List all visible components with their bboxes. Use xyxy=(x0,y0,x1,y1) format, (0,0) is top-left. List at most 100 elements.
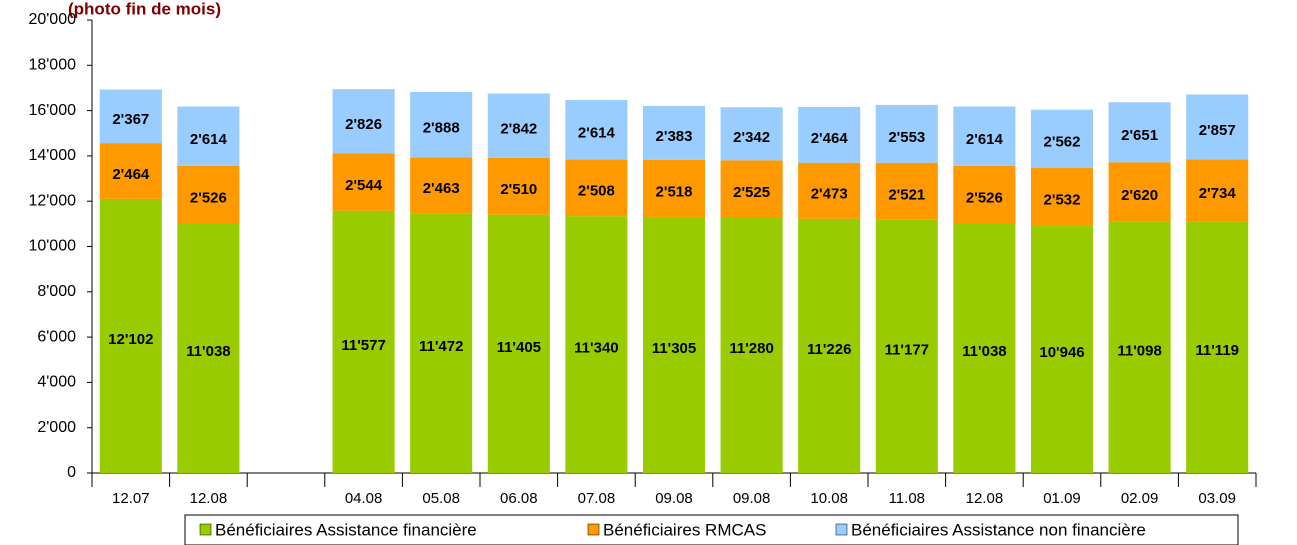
bar-segment xyxy=(875,162,938,220)
value-label: 11'305 xyxy=(652,340,696,357)
x-tick-label: 06.08 xyxy=(500,490,538,507)
bar-segment xyxy=(487,93,550,158)
value-label: 2'826 xyxy=(345,116,382,133)
bar-segment xyxy=(177,165,240,223)
bar-segment xyxy=(177,106,240,166)
bar-segment xyxy=(565,100,628,160)
legend-box xyxy=(184,514,1239,545)
value-label: 11'038 xyxy=(186,343,230,360)
bar-segment xyxy=(642,159,706,217)
x-tick-label: 02.09 xyxy=(1121,490,1159,507)
value-label: 2'532 xyxy=(1044,191,1081,208)
value-label: 12'102 xyxy=(108,331,153,348)
value-label: 10'946 xyxy=(1039,344,1084,361)
legend-swatch xyxy=(587,523,600,536)
value-label: 2'620 xyxy=(1121,187,1158,204)
bar-segment xyxy=(720,160,783,218)
bar-segment xyxy=(332,153,395,211)
x-tick-label: 01.09 xyxy=(1043,490,1081,507)
x-tick-label: 12.07 xyxy=(112,490,150,507)
value-label: 11'472 xyxy=(419,338,463,355)
x-tick-label: 05.08 xyxy=(422,490,460,507)
value-label: 2'473 xyxy=(811,186,848,203)
legend-label: Bénéficiaires RMCAS xyxy=(603,520,766,539)
bar-segment xyxy=(487,214,550,473)
x-tick-label: 03.09 xyxy=(1198,490,1236,507)
value-label: 2'734 xyxy=(1199,185,1237,202)
bar-segment xyxy=(798,218,861,473)
value-label: 2'553 xyxy=(888,129,925,146)
bar-segment xyxy=(410,157,473,214)
bar-segment xyxy=(99,89,162,144)
legend-swatch xyxy=(199,523,212,536)
value-label: 11'098 xyxy=(1117,342,1161,359)
bar-segment xyxy=(410,91,473,158)
y-tick-label: 12'000 xyxy=(28,192,76,209)
bar-segment xyxy=(1186,94,1249,160)
bar-segment xyxy=(99,198,162,473)
legend-label: Bénéficiaires Assistance non financière xyxy=(851,520,1146,539)
value-label: 11'177 xyxy=(885,341,929,358)
bar-segment xyxy=(99,143,162,199)
bar-segment xyxy=(565,159,628,217)
value-label: 2'544 xyxy=(345,177,383,194)
value-label: 2'510 xyxy=(500,181,537,198)
value-label: 11'280 xyxy=(729,340,773,357)
value-label: 2'614 xyxy=(966,131,1004,148)
value-label: 2'464 xyxy=(811,130,849,147)
value-label: 2'842 xyxy=(500,121,537,138)
legend-swatch xyxy=(835,523,848,536)
value-label: 2'525 xyxy=(733,184,770,201)
value-label: 2'857 xyxy=(1199,122,1236,139)
y-tick-label: 16'000 xyxy=(28,102,76,119)
x-tick-label: 09.08 xyxy=(733,490,771,507)
bar-segment xyxy=(798,106,861,163)
value-label: 2'888 xyxy=(423,120,460,137)
value-label: 2'562 xyxy=(1044,134,1081,151)
legend-label: Bénéficiaires Assistance financière xyxy=(215,520,477,539)
value-label: 2'526 xyxy=(966,189,1003,206)
bar-segment xyxy=(642,105,706,160)
bar-segment xyxy=(798,162,861,219)
bar-segment xyxy=(332,210,395,473)
value-label: 2'614 xyxy=(578,125,616,142)
bar-segment xyxy=(1108,162,1171,222)
bar-segment xyxy=(332,89,395,154)
y-tick-label: 14'000 xyxy=(28,147,76,164)
x-tick-label: 12.08 xyxy=(190,490,228,507)
bar-segment xyxy=(953,106,1016,166)
bar-segment xyxy=(1030,109,1094,168)
bar-segment xyxy=(875,104,938,163)
y-tick-label: 18'000 xyxy=(28,57,76,74)
y-tick-label: 2'000 xyxy=(37,419,76,436)
bar-segment xyxy=(565,216,628,474)
bar-segment xyxy=(1030,167,1094,226)
y-tick-label: 20'000 xyxy=(28,11,76,28)
y-tick-label: 4'000 xyxy=(37,374,76,391)
x-tick-label: 10.08 xyxy=(810,490,848,507)
bar-segment xyxy=(1030,225,1094,473)
value-label: 2'518 xyxy=(656,183,693,200)
bar-segment xyxy=(487,157,550,215)
value-label: 2'521 xyxy=(888,186,925,203)
value-label: 11'340 xyxy=(574,340,618,357)
value-label: 2'342 xyxy=(733,129,770,146)
bar-segment xyxy=(1186,159,1249,222)
x-tick-label: 09.08 xyxy=(655,490,693,507)
value-label: 2'367 xyxy=(112,111,149,128)
x-tick-label: 07.08 xyxy=(578,490,616,507)
bar-segment xyxy=(953,222,1016,473)
bar-segment xyxy=(1108,102,1171,163)
bar-segment xyxy=(177,222,240,473)
bar-segment xyxy=(1108,221,1171,473)
value-label: 11'038 xyxy=(962,343,1006,360)
value-label: 2'508 xyxy=(578,183,615,200)
x-tick-label: 04.08 xyxy=(345,490,383,507)
value-label: 2'464 xyxy=(112,166,150,183)
x-tick-label: 12.08 xyxy=(966,490,1004,507)
bar-segment xyxy=(720,217,783,473)
x-tick-label: 11.08 xyxy=(889,490,925,507)
bar-segment xyxy=(875,219,938,473)
value-label: 2'383 xyxy=(656,128,693,145)
